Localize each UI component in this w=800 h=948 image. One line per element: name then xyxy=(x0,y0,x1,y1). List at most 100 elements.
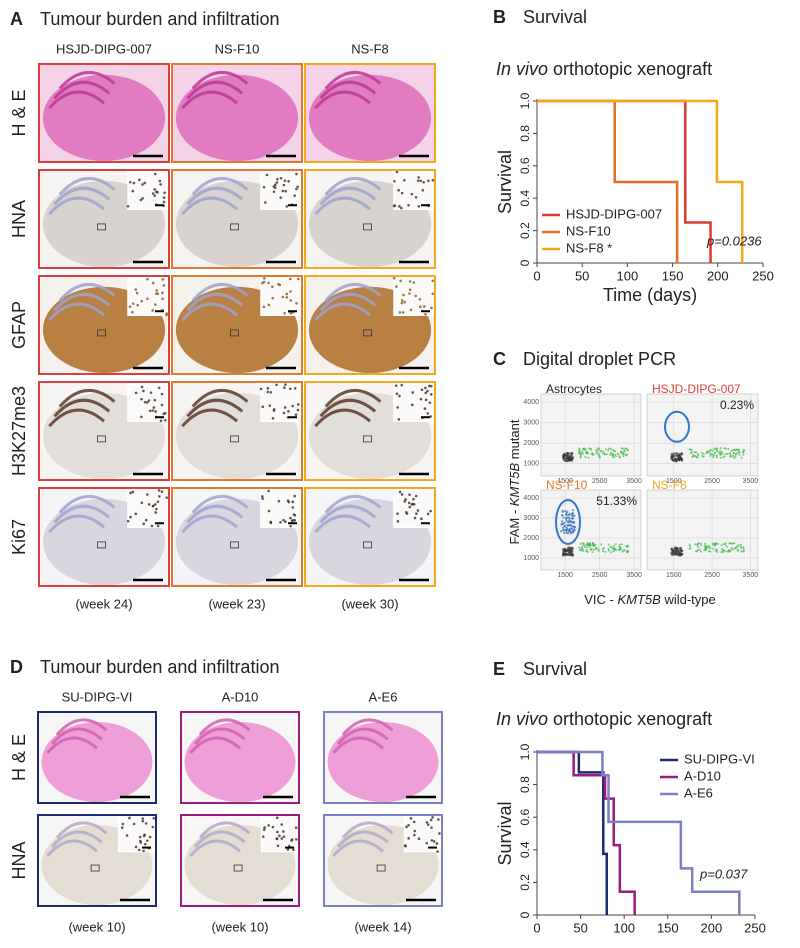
droplet-mutant xyxy=(572,521,576,524)
x-axis-label-part: VIC - xyxy=(584,592,617,607)
percent: 0.23% xyxy=(720,398,754,412)
subtitle-part: In vivo xyxy=(496,709,548,729)
inset-cell xyxy=(297,277,300,281)
droplet-wildtype xyxy=(618,543,621,546)
tissue xyxy=(41,722,153,803)
inset-cell xyxy=(296,403,300,406)
tissue-fold xyxy=(324,70,382,90)
inset-cell xyxy=(262,185,266,189)
inset-cell xyxy=(395,170,399,174)
droplet-wildtype xyxy=(720,544,723,547)
droplet-wildtype xyxy=(591,542,594,545)
droplet-mutant xyxy=(566,532,570,535)
inset-cell xyxy=(266,387,270,390)
tile-border xyxy=(38,169,170,269)
inset-cell xyxy=(267,303,271,307)
droplet-wildtype xyxy=(711,449,714,452)
x-tick-label: 1500 xyxy=(666,478,682,485)
droplet-wildtype xyxy=(693,454,696,457)
panel-letter: E xyxy=(493,659,505,679)
droplet-wildtype xyxy=(696,545,699,548)
droplet-wildtype xyxy=(724,543,727,546)
tissue xyxy=(308,74,432,162)
droplet-mutant xyxy=(566,516,569,519)
droplet-negative xyxy=(565,451,569,455)
inset-cell xyxy=(412,820,416,824)
droplet-wildtype xyxy=(694,550,697,553)
droplet-negative xyxy=(670,551,673,554)
droplet-wildtype xyxy=(696,452,699,455)
inset-box xyxy=(230,223,239,231)
tissue-fold xyxy=(181,302,238,322)
droplet-mutant xyxy=(563,521,566,525)
droplet-wildtype xyxy=(581,545,584,548)
inset-cell xyxy=(413,829,417,833)
tissue-fold xyxy=(58,70,116,90)
droplet-wildtype xyxy=(612,544,615,547)
droplet-negative xyxy=(671,456,674,459)
droplet-wildtype xyxy=(724,542,727,545)
droplet-wildtype xyxy=(602,550,605,553)
droplet-mutant xyxy=(560,523,563,526)
inset-cell xyxy=(417,837,421,841)
ddpcr-plot xyxy=(540,393,642,477)
tissue-fold xyxy=(58,388,116,408)
inset-cell xyxy=(159,183,162,186)
inset-cell xyxy=(266,390,270,394)
droplet-negative xyxy=(568,551,571,554)
x-tick-label: 2500 xyxy=(704,478,720,485)
y-axis-label: Survival xyxy=(495,150,515,214)
inset-cell xyxy=(418,298,422,301)
droplet-wildtype xyxy=(742,449,745,452)
inset-cell xyxy=(412,281,416,284)
inset-cell xyxy=(128,305,132,308)
tissue-fold xyxy=(319,398,377,418)
inset-cell xyxy=(160,392,164,396)
droplet-wildtype xyxy=(736,452,739,455)
droplet-wildtype xyxy=(742,548,745,551)
inset-cell xyxy=(269,521,273,525)
ddpcr-plot xyxy=(646,489,759,571)
x-tick-label: 2500 xyxy=(592,478,608,485)
droplet-wildtype xyxy=(723,455,726,458)
inset-cell xyxy=(430,826,433,829)
inset-cell xyxy=(426,512,430,516)
timepoint: (week 23) xyxy=(208,596,265,611)
x-tick-label: 2500 xyxy=(704,572,720,579)
droplet-wildtype xyxy=(600,543,603,546)
droplet-wildtype xyxy=(689,451,692,454)
inset-cell xyxy=(275,816,279,820)
tile-border xyxy=(38,63,170,163)
inset-cell xyxy=(430,393,433,396)
tissue-fold xyxy=(194,727,246,745)
timepoint: (week 10) xyxy=(68,919,125,934)
row-label: H & E xyxy=(9,734,29,781)
inset-cell xyxy=(416,509,420,512)
droplet-wildtype xyxy=(721,452,724,455)
droplet-mutant xyxy=(573,514,576,517)
inset-cell xyxy=(413,833,416,837)
tile-border xyxy=(38,381,170,481)
inset-cell xyxy=(402,293,405,297)
droplet-negative xyxy=(671,548,674,552)
tissue-fold xyxy=(48,302,105,322)
inset-cell xyxy=(400,299,404,302)
inset-cell xyxy=(400,301,404,305)
y-tick-label: 4000 xyxy=(523,495,539,502)
inset-cell xyxy=(408,505,412,509)
inset-cell xyxy=(424,386,427,390)
droplet-wildtype xyxy=(627,449,630,452)
droplet-wildtype xyxy=(597,549,600,552)
droplet-wildtype xyxy=(619,547,622,550)
tissue xyxy=(327,722,439,803)
droplet-wildtype xyxy=(604,448,607,451)
inset-cell xyxy=(407,837,410,840)
inset-cell xyxy=(157,386,161,390)
inset-cell xyxy=(425,821,429,824)
inset-box xyxy=(230,329,239,337)
inset-cell xyxy=(429,384,433,388)
y-tick-label: 0.4 xyxy=(518,190,532,207)
inset-cell xyxy=(289,299,293,302)
column-header: SU-DIPG-VI xyxy=(62,689,133,704)
droplet-wildtype xyxy=(689,545,692,548)
